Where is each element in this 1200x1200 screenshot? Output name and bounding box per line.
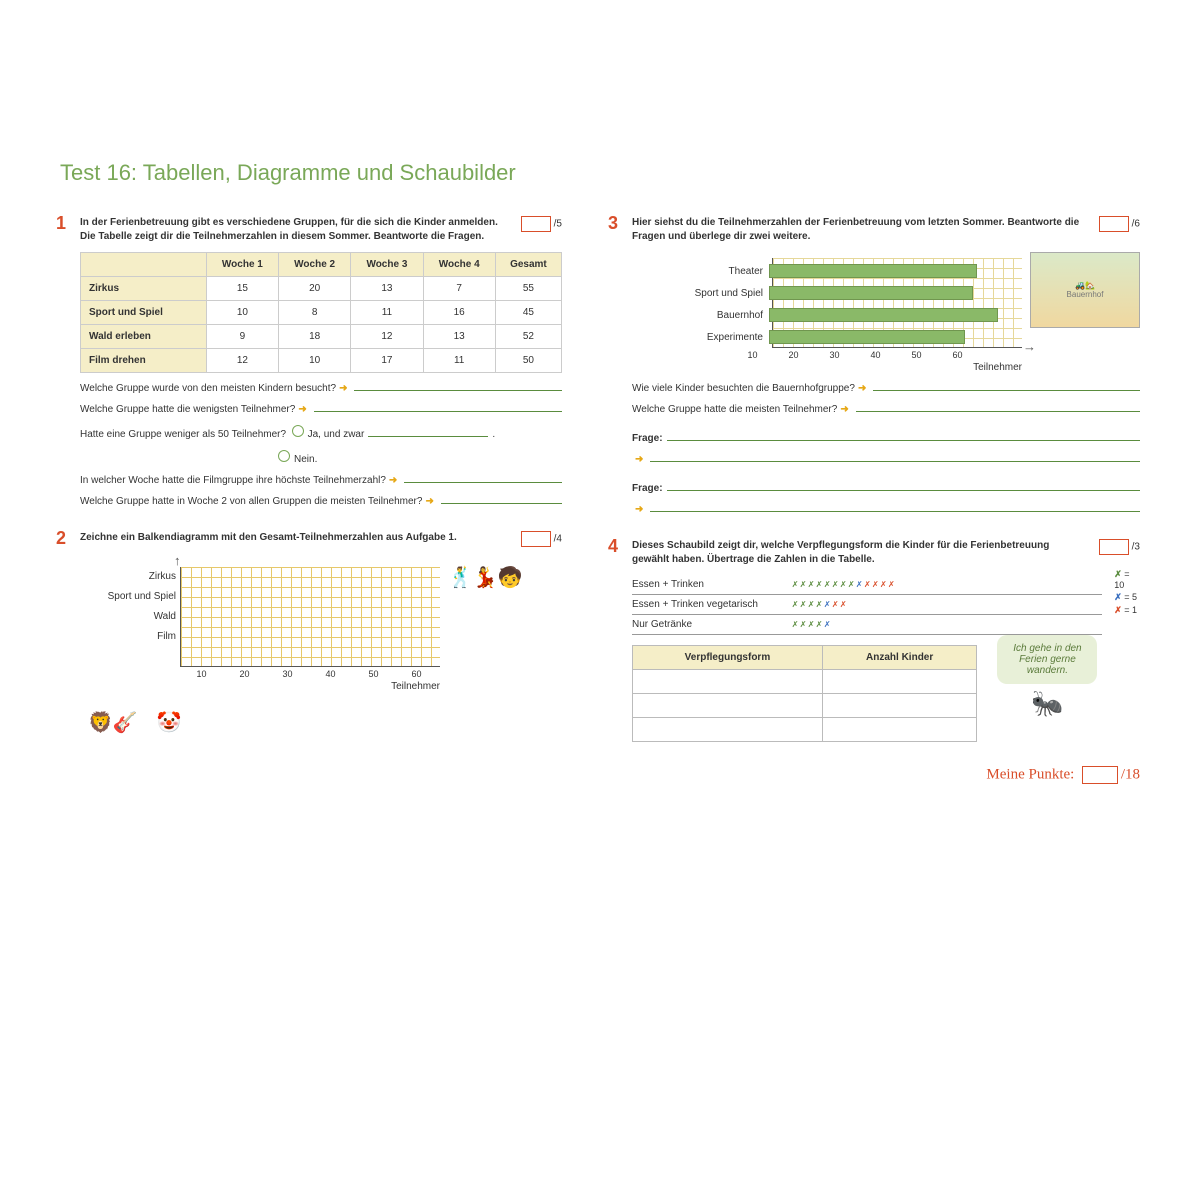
- task-3-score: /6: [1099, 216, 1140, 232]
- task-2-empty-grid: [180, 567, 440, 667]
- task-1-q4: In welcher Woche hatte die Filmgruppe ih…: [80, 475, 562, 486]
- task-3-text: Hier siehst du die Teilnehmerzahlen der …: [632, 216, 1089, 244]
- clown-illustration: 🤡: [149, 702, 190, 743]
- task-1-score: /5: [521, 216, 562, 232]
- task-3-number: 3: [608, 213, 618, 234]
- right-column: 3 Hier siehst du die Teilnehmerzahlen de…: [612, 216, 1140, 784]
- task-1: 1 In der Ferienbetreuung gibt es verschi…: [60, 216, 562, 507]
- page-title: Test 16: Tabellen, Diagramme und Schaubi…: [60, 160, 1140, 186]
- task-3-xlabel: Teilnehmer: [973, 362, 1022, 373]
- task-4-number: 4: [608, 536, 618, 557]
- task-2-xlabel: Teilnehmer: [391, 681, 440, 692]
- speech-bubble: Ich gehe in den Ferien gerne wandern.: [997, 635, 1097, 684]
- task-3-ans1: ➜: [632, 454, 1140, 465]
- lion-illustration: 🦁🎸: [80, 702, 146, 743]
- task-4: 4 Dieses Schaubild zeigt dir, welche Ver…: [612, 539, 1140, 742]
- task-3-frage1: Frage:: [632, 433, 1140, 444]
- task-1-q2: Welche Gruppe hatte die wenigsten Teilne…: [80, 404, 562, 415]
- task-4-score: /3: [1099, 539, 1140, 555]
- task-1-text: In der Ferienbetreuung gibt es verschied…: [80, 216, 511, 244]
- pictograph-legend: ✗ = 10 ✗ = 5 ✗ = 1: [1114, 567, 1140, 618]
- task-3-frage2: Frage:: [632, 483, 1140, 494]
- task-2: 2 Zeichne ein Balkendiagramm mit den Ges…: [60, 531, 562, 743]
- task-1-q5: Welche Gruppe hatte in Woche 2 von allen…: [80, 496, 562, 507]
- task-1-number: 1: [56, 213, 66, 234]
- task-4-pictograph: Essen + Trinken✗✗✗✗✗✗✗✗✗✗✗✗✗Essen + Trin…: [632, 575, 1102, 635]
- task-1-q3: Hatte eine Gruppe weniger als 50 Teilneh…: [80, 425, 562, 440]
- task-4-fill-table: VerpflegungsformAnzahl Kinder: [632, 645, 977, 742]
- task-3-ans2: ➜: [632, 504, 1140, 515]
- task-2-number: 2: [56, 528, 66, 549]
- left-column: 1 In der Ferienbetreuung gibt es verschi…: [60, 216, 562, 784]
- task-2-score: /4: [521, 531, 562, 547]
- task-4-text: Dieses Schaubild zeigt dir, welche Verpf…: [632, 539, 1089, 567]
- total-score: Meine Punkte: /18: [612, 766, 1140, 784]
- task-1-q1: Welche Gruppe wurde von den meisten Kind…: [80, 383, 562, 394]
- task-1-q3b: Nein.: [80, 450, 562, 465]
- task-3-q2: Welche Gruppe hatte die meisten Teilnehm…: [632, 404, 1140, 415]
- task-3-q1: Wie viele Kinder besuchten die Bauernhof…: [632, 383, 1140, 394]
- farm-illustration: 🚜🏡Bauernhof: [1030, 252, 1140, 328]
- task-3: 3 Hier siehst du die Teilnehmerzahlen de…: [612, 216, 1140, 515]
- task-1-table: Woche 1Woche 2Woche 3Woche 4Gesamt Zirku…: [80, 252, 562, 373]
- task-2-text: Zeichne ein Balkendiagramm mit den Gesam…: [80, 531, 511, 545]
- ant-illustration: 🐜: [997, 688, 1097, 719]
- task-3-bar-chart: TheaterSport und SpielBauernhofExperimen…: [772, 258, 1022, 348]
